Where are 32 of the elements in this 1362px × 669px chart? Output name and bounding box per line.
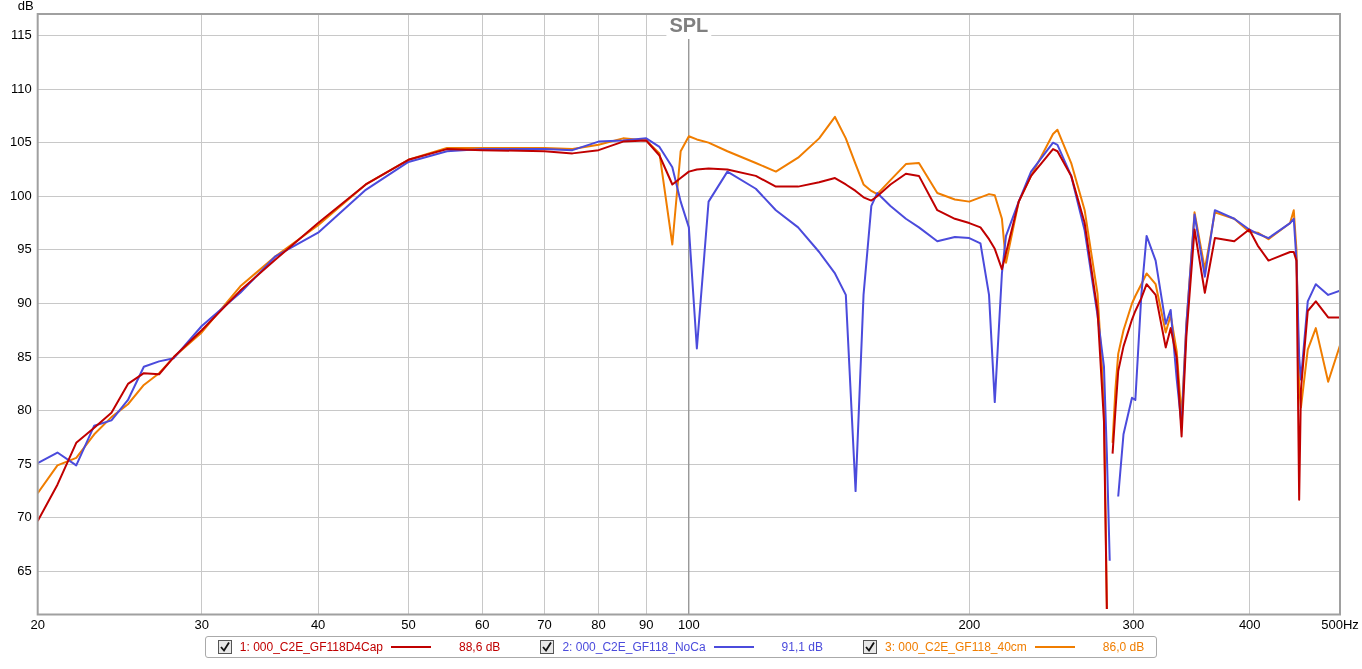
- x-tick-label: 500Hz: [1321, 616, 1359, 632]
- x-tick-label: 50: [401, 616, 416, 632]
- text: 3: 000_C2E_GF118_40cm: [884, 640, 1027, 654]
- x-tick-label: 200: [958, 616, 981, 632]
- y-axis-title: dB: [17, 0, 34, 14]
- y-tick-label: 75: [17, 455, 32, 471]
- x-tick-label: 30: [194, 616, 209, 632]
- y-tick-label: 110: [10, 80, 32, 96]
- x-tick-label: 70: [537, 616, 552, 632]
- chart-title: SPL: [669, 13, 709, 36]
- x-tick-label: 20: [30, 616, 45, 632]
- y-tick-label: 85: [17, 348, 32, 364]
- y-tick-label: 70: [17, 509, 32, 525]
- text: 91,1 dB: [781, 640, 823, 654]
- x-tick-label: 400: [1238, 616, 1261, 632]
- y-tick-label: 105: [9, 134, 32, 150]
- x-tick-label: 100: [677, 616, 700, 632]
- text: 1: 000_C2E_GF118D4Cap: [239, 640, 383, 654]
- text: 86,0 dB: [1102, 640, 1145, 654]
- x-tick-label: 80: [591, 616, 606, 632]
- y-tick-label: 90: [17, 295, 32, 311]
- x-tick-label: 40: [310, 616, 326, 632]
- y-tick-label: 100: [9, 187, 32, 203]
- y-tick-label: 65: [17, 563, 32, 579]
- x-tick-label: 60: [474, 616, 490, 632]
- text: 88,6 dB: [459, 640, 501, 654]
- text: 2: 000_C2E_GF118_NoCa: [562, 640, 706, 654]
- y-tick-label: 80: [17, 402, 32, 418]
- y-tick-label: 95: [17, 241, 32, 257]
- x-tick-label: 300: [1122, 616, 1145, 632]
- x-tick-label: 90: [638, 616, 654, 632]
- y-tick-label: 115: [10, 27, 32, 43]
